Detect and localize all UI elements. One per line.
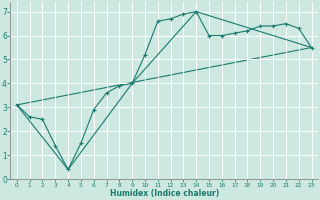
X-axis label: Humidex (Indice chaleur): Humidex (Indice chaleur) — [109, 189, 219, 198]
